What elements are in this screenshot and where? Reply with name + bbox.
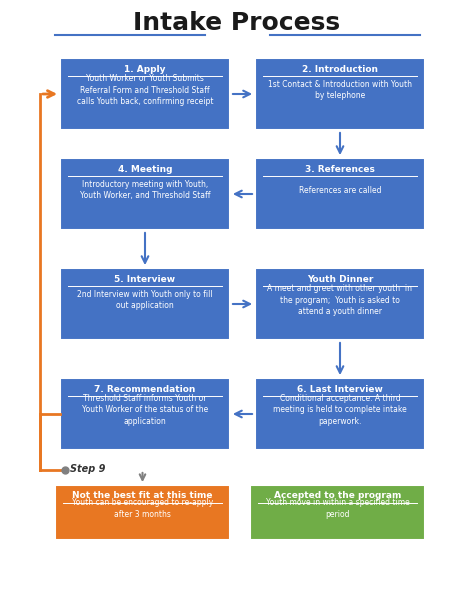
FancyBboxPatch shape [60, 58, 230, 130]
Text: Introductory meeting with Youth,
Youth Worker, and Threshold Staff: Introductory meeting with Youth, Youth W… [80, 180, 210, 200]
Text: Youth can be encouraged to re-apply
after 3 months: Youth can be encouraged to re-apply afte… [72, 498, 213, 519]
Text: 3. References: 3. References [305, 164, 375, 173]
Text: Youth move in within a specified time
period: Youth move in within a specified time pe… [265, 498, 410, 519]
Text: Accepted to the program: Accepted to the program [274, 492, 401, 500]
Text: 6. Last Interview: 6. Last Interview [297, 384, 383, 394]
Text: A meet and greet with other youth  in
the program;  Youth is asked to
attend a y: A meet and greet with other youth in the… [267, 284, 412, 316]
Text: Youth Dinner: Youth Dinner [307, 275, 373, 283]
FancyBboxPatch shape [255, 268, 425, 340]
Text: 2. Introduction: 2. Introduction [302, 64, 378, 74]
FancyBboxPatch shape [255, 58, 425, 130]
Text: 7. Recommendation: 7. Recommendation [94, 384, 196, 394]
Text: References are called: References are called [299, 186, 381, 194]
Text: Intake Process: Intake Process [134, 11, 340, 35]
Text: 5. Interview: 5. Interview [114, 275, 175, 283]
Text: Youth Worker or Youth Submits
Referral Form and Threshold Staff
calls Youth back: Youth Worker or Youth Submits Referral F… [77, 74, 213, 106]
FancyBboxPatch shape [250, 485, 425, 540]
Text: 1st Contact & Introduction with Youth
by telephone: 1st Contact & Introduction with Youth by… [268, 80, 412, 101]
Text: 1. Apply: 1. Apply [124, 64, 166, 74]
FancyBboxPatch shape [55, 485, 230, 540]
Text: Threshold Staff informs Youth or
Youth Worker of the status of the
application: Threshold Staff informs Youth or Youth W… [82, 394, 208, 426]
Text: Not the best fit at this time: Not the best fit at this time [72, 492, 213, 500]
FancyBboxPatch shape [60, 158, 230, 230]
FancyBboxPatch shape [255, 378, 425, 450]
Text: Conditional acceptance. A third
meeting is held to complete intake
paperwork.: Conditional acceptance. A third meeting … [273, 394, 407, 426]
Text: 4. Meeting: 4. Meeting [118, 164, 172, 173]
FancyBboxPatch shape [255, 158, 425, 230]
FancyBboxPatch shape [60, 268, 230, 340]
Text: Step 9: Step 9 [70, 464, 105, 474]
Text: 2nd Interview with Youth only to fill
out application: 2nd Interview with Youth only to fill ou… [77, 289, 213, 310]
FancyBboxPatch shape [60, 378, 230, 450]
